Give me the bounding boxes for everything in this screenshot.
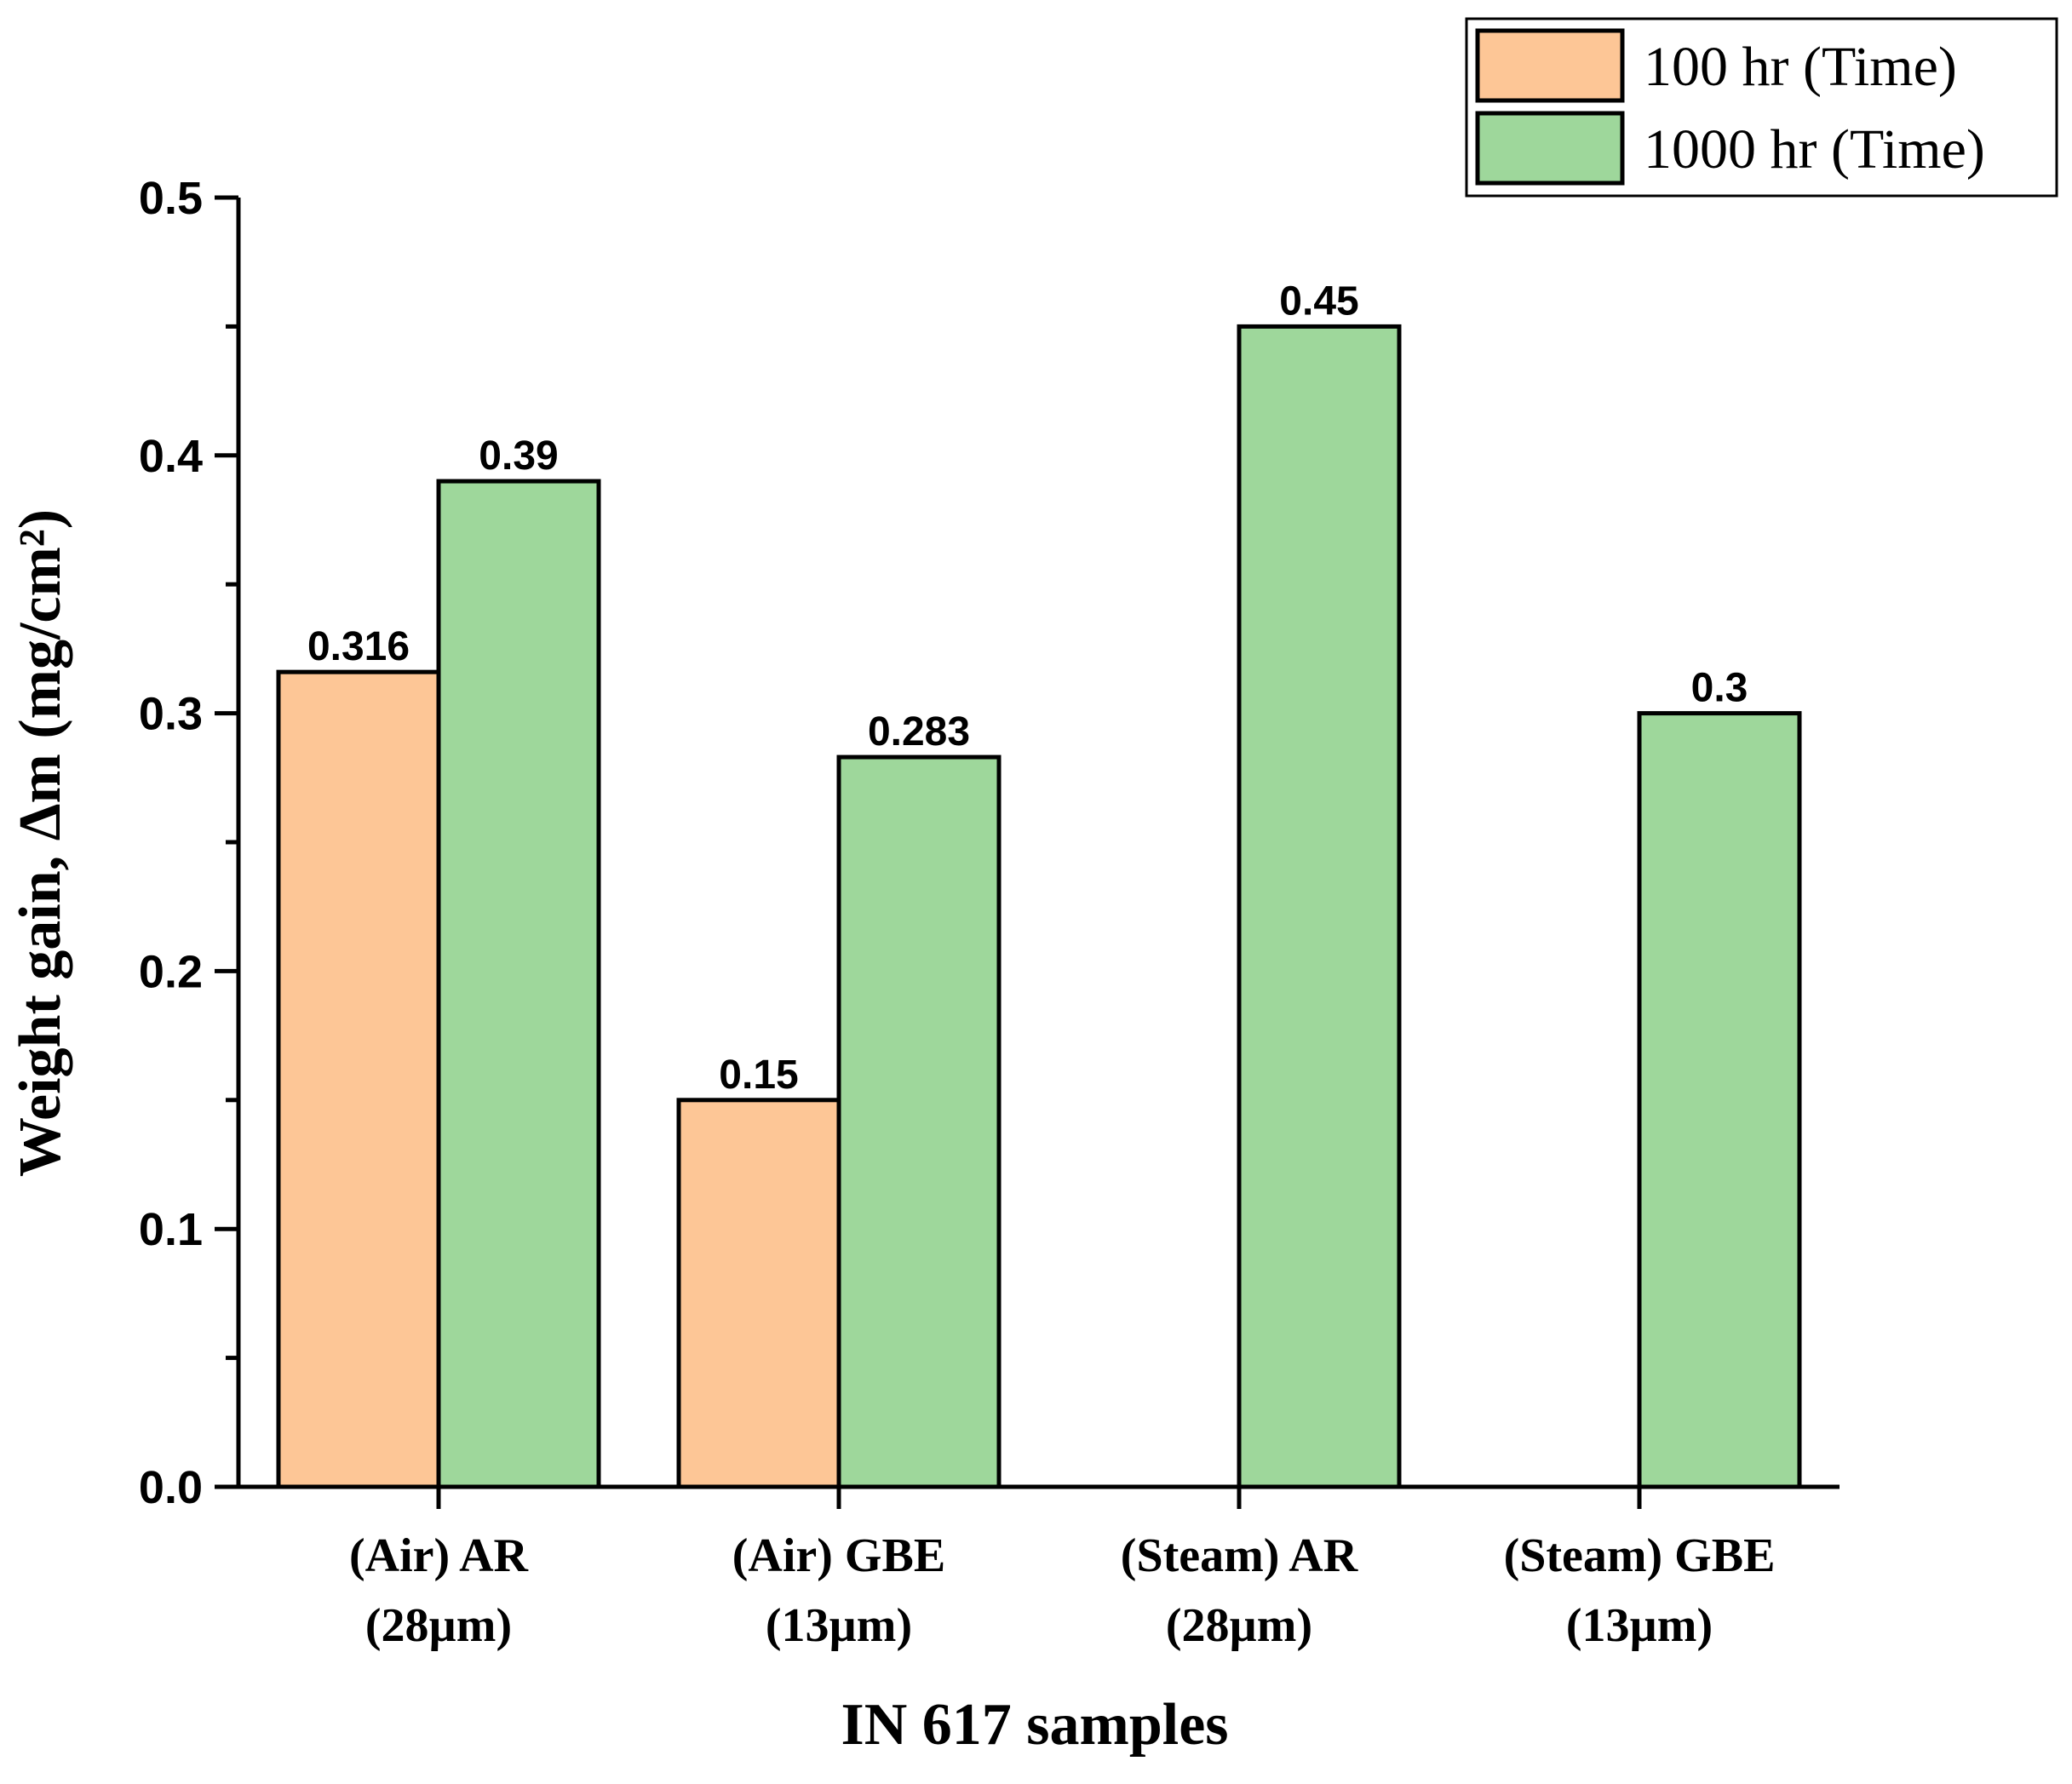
data-label: 0.45: [1279, 278, 1358, 324]
y-tick-label: 0.0: [139, 1462, 203, 1513]
data-label: 0.283: [868, 709, 970, 754]
x-tick-label: (13µm): [766, 1599, 912, 1652]
data-label: 0.39: [479, 433, 558, 479]
bar-1000hr-cat1: [436, 479, 601, 1489]
y-tick-label: 0.2: [139, 946, 203, 997]
bar-100hr-cat2: [676, 1098, 841, 1489]
legend-swatch: [1475, 111, 1625, 186]
y-tick-label: 0.3: [139, 689, 203, 740]
bar-1000hr-cat3: [1237, 324, 1402, 1489]
bar-100hr-cat1: [276, 669, 441, 1489]
y-tick-label: 0.5: [139, 173, 203, 224]
x-tick-label: (Air) AR: [349, 1529, 529, 1582]
legend-entry: 100 hr (Time): [1644, 36, 1957, 98]
data-label: 0.15: [719, 1053, 798, 1098]
bar-1000hr-cat4: [1637, 711, 1802, 1489]
x-tick-label: (28µm): [365, 1599, 512, 1652]
y-axis-title: Weight gain, Δm (mg/cm²): [8, 509, 73, 1177]
y-tick-label: 0.4: [139, 431, 203, 482]
x-tick-label: (Steam) GBE: [1504, 1529, 1776, 1582]
data-label: 0.316: [307, 624, 410, 669]
bar-1000hr-cat2: [836, 754, 1002, 1489]
legend: 100 hr (Time) 1000 hr (Time): [1465, 17, 2058, 198]
x-tick-label: (13µm): [1566, 1599, 1713, 1652]
x-axis-title: IN 617 samples: [841, 1692, 1228, 1758]
y-tick-label: 0.1: [139, 1204, 203, 1255]
x-tick-label: (Steam) AR: [1121, 1529, 1358, 1582]
legend-entry: 1000 hr (Time): [1644, 118, 1985, 181]
x-tick-label: (28µm): [1166, 1599, 1312, 1652]
legend-swatch: [1475, 28, 1625, 103]
x-tick-label: (Air) GBE: [732, 1529, 945, 1582]
data-label: 0.3: [1691, 666, 1748, 711]
